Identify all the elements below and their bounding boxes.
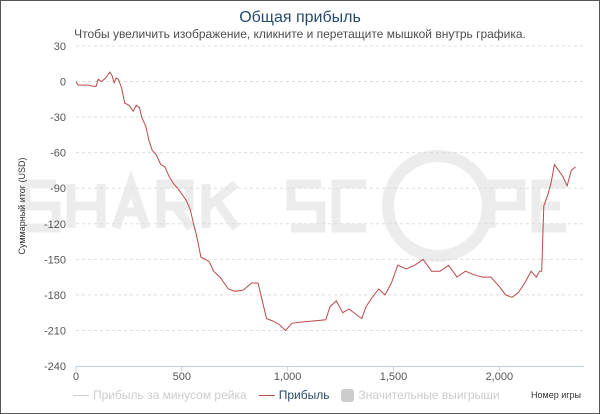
y-tick-label: -120 <box>44 219 66 231</box>
y-tick-label: 0 <box>60 77 66 89</box>
legend: Прибыль за минусом рейка Прибыль Значите… <box>73 388 500 402</box>
y-tick-label: -90 <box>50 183 66 195</box>
watermark-letter <box>531 179 566 233</box>
watermark-scope-icon <box>382 150 494 262</box>
legend-line-icon <box>73 394 89 396</box>
x-tick-label: 2,000 <box>486 371 514 383</box>
legend-label: Прибыль <box>278 388 330 402</box>
legend-item-big-wins[interactable]: Значительные выигрыши <box>341 388 500 402</box>
watermark-letter <box>286 179 326 233</box>
x-axis-label: Номер игры <box>531 390 581 400</box>
series-line-profit <box>75 71 576 332</box>
y-tick-label: -60 <box>50 148 66 160</box>
chart-subtitle: Чтобы увеличить изображение, кликните и … <box>74 27 526 41</box>
y-tick-label: -150 <box>44 254 66 266</box>
y-tick-label: -30 <box>50 112 66 124</box>
y-tick-label: 30 <box>54 41 66 53</box>
y-axis-label: Суммарный итог (USD) <box>17 157 27 254</box>
watermark-letter <box>156 179 195 231</box>
watermark-letter <box>201 180 240 231</box>
legend-line-icon <box>258 394 275 396</box>
x-tick-label: 500 <box>173 371 191 383</box>
legend-item-net-profit[interactable]: Прибыль за минусом рейка <box>73 388 247 402</box>
chart-title: Общая прибыль <box>239 9 361 26</box>
y-tick-label: -210 <box>44 325 66 337</box>
x-tick-label: 0 <box>73 371 79 383</box>
legend-label: Прибыль за минусом рейка <box>93 388 247 402</box>
y-tick-label: -240 <box>44 361 66 373</box>
legend-square-icon <box>341 388 355 402</box>
legend-label: Значительные выигрыши <box>358 388 500 402</box>
watermark-letter <box>21 179 61 233</box>
legend-item-profit[interactable]: Прибыль <box>258 388 330 402</box>
watermark-letter <box>486 179 526 228</box>
y-tick-label: -180 <box>44 290 66 302</box>
x-tick-label: 1,000 <box>274 371 302 383</box>
x-tick-label: 1,500 <box>380 371 408 383</box>
watermark-letter <box>111 170 151 230</box>
watermark-letter <box>331 179 366 233</box>
watermark-letter <box>66 184 106 228</box>
